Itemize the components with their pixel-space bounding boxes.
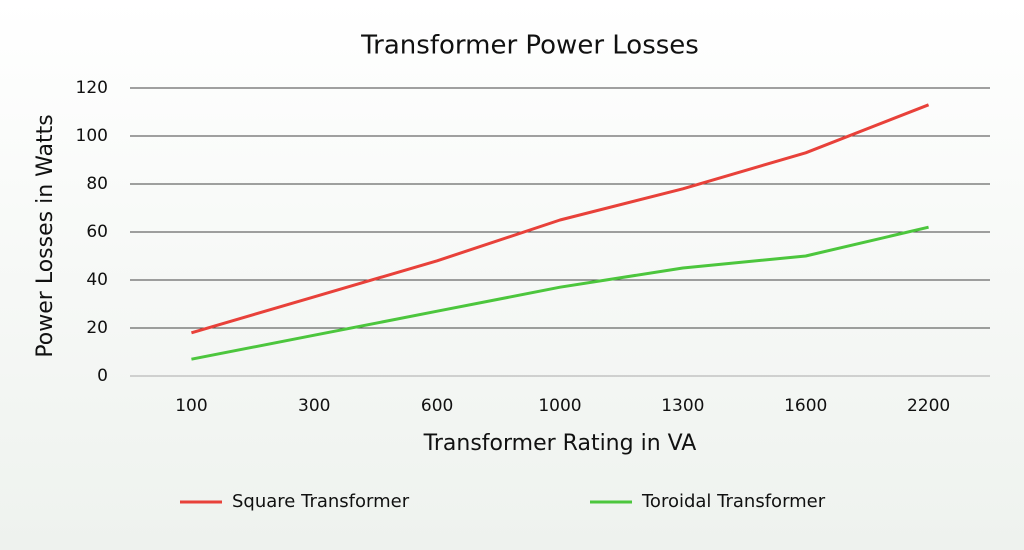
y-tick-label: 40 — [86, 270, 108, 290]
chart-title: Transformer Power Losses — [360, 31, 699, 61]
y-tick-label: 100 — [76, 126, 108, 146]
x-tick-label: 1300 — [661, 396, 704, 416]
y-tick-label: 0 — [97, 366, 108, 386]
y-tick-label: 60 — [86, 222, 108, 242]
y-axis-title: Power Losses in Watts — [33, 114, 58, 357]
series-line — [191, 225, 929, 361]
y-tick-label: 120 — [76, 78, 108, 98]
x-tick-label: 300 — [298, 396, 330, 416]
series-line — [191, 103, 930, 335]
x-tick-label: 1000 — [538, 396, 581, 416]
legend-label: Toroidal Transformer — [641, 491, 826, 512]
x-tick-label: 100 — [175, 396, 207, 416]
x-axis-title: Transformer Rating in VA — [423, 431, 697, 456]
y-tick-label: 20 — [86, 318, 108, 338]
x-tick-label: 600 — [421, 396, 453, 416]
x-tick-label: 2200 — [907, 396, 950, 416]
y-tick-label: 80 — [86, 174, 108, 194]
x-tick-label: 1600 — [784, 396, 827, 416]
legend-label: Square Transformer — [232, 491, 410, 512]
